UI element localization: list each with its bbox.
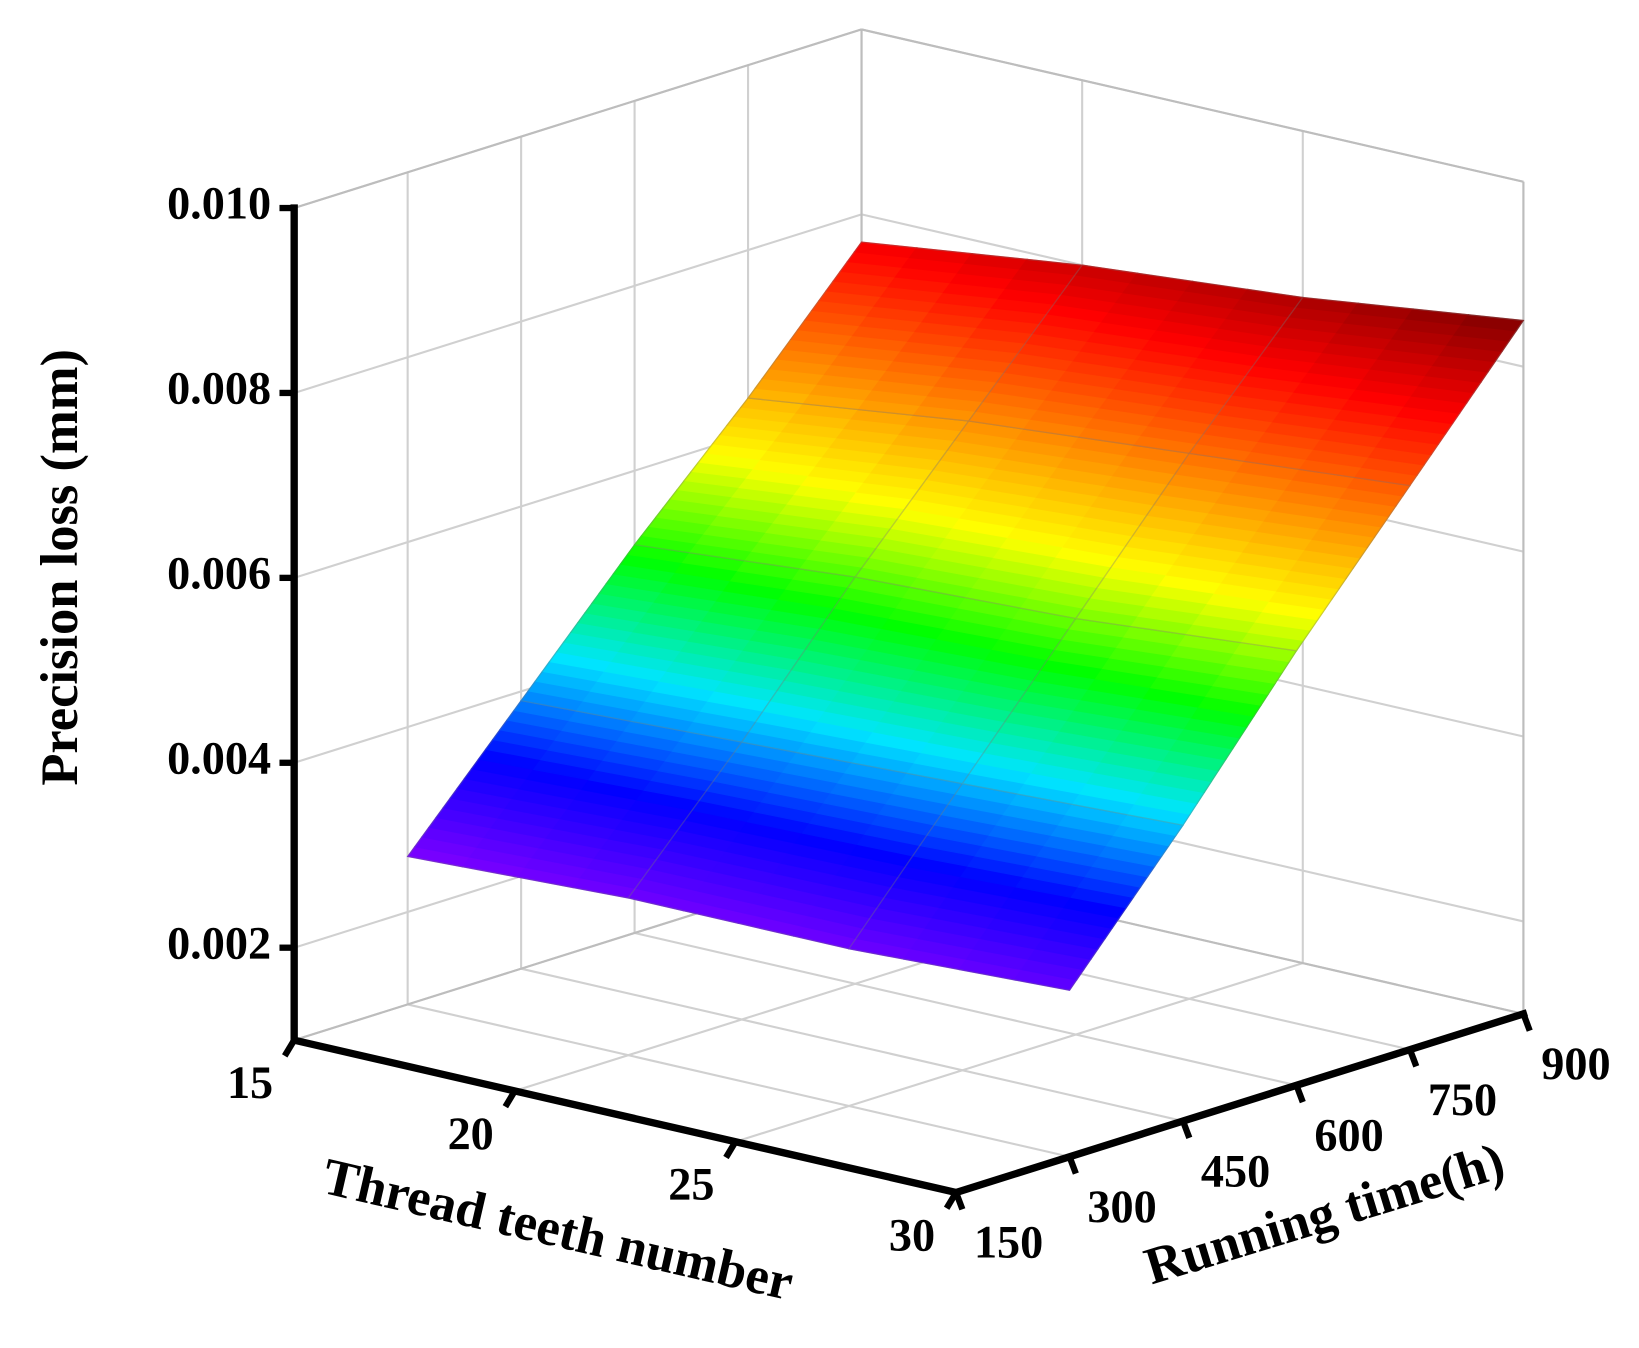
x-tick-label: 20 — [448, 1108, 494, 1159]
y-tick-label: 450 — [1201, 1145, 1270, 1196]
surface-mesh — [1188, 296, 1525, 487]
y-tick-label: 900 — [1541, 1038, 1610, 1089]
box-edge — [861, 28, 1524, 183]
y-tick — [1066, 1155, 1079, 1175]
x-tick-label: 25 — [668, 1159, 714, 1210]
z-tick-label: 0.008 — [167, 363, 271, 414]
y-tick-label: 300 — [1087, 1181, 1156, 1232]
axis-line — [289, 1035, 961, 1197]
x-tick-label: 30 — [889, 1209, 935, 1260]
y-tick — [953, 1191, 966, 1211]
floor-grid-line — [634, 931, 1297, 1087]
x-tick — [282, 1038, 297, 1058]
axis-line — [951, 1009, 1529, 1198]
z-tick-label: 0.006 — [167, 547, 271, 598]
x-tick — [723, 1140, 739, 1160]
floor-grid-line — [407, 1003, 1070, 1158]
z-tick-label: 0.010 — [167, 178, 271, 229]
y-tick-label: 600 — [1314, 1110, 1383, 1161]
surface-patch — [1460, 314, 1525, 332]
y-tick — [1293, 1084, 1306, 1104]
floor-grid-line — [520, 967, 1184, 1123]
x-tick — [502, 1089, 518, 1109]
floor-grid-line — [735, 962, 1304, 1143]
y-tick-label: 150 — [974, 1217, 1043, 1268]
y-tick-label: 750 — [1428, 1074, 1497, 1125]
x-tick-label: 15 — [227, 1057, 273, 1108]
y-tick — [1520, 1012, 1533, 1032]
z-tick-label: 0.004 — [167, 732, 271, 783]
wall-grid-line — [293, 213, 862, 394]
axes: 0.002 0.004 0.006 0.008 0.010 15 20 25 30 150 300 4… — [167, 178, 1611, 1268]
z-axis-title: Precision loss (mm) — [31, 349, 89, 786]
box-edge — [293, 28, 862, 210]
z-tick-label: 0.002 — [167, 917, 271, 968]
y-tick — [1180, 1119, 1193, 1139]
y-tick — [1407, 1048, 1420, 1068]
x-axis-title: Thread teeth number — [317, 1147, 798, 1312]
surface — [406, 241, 1525, 992]
